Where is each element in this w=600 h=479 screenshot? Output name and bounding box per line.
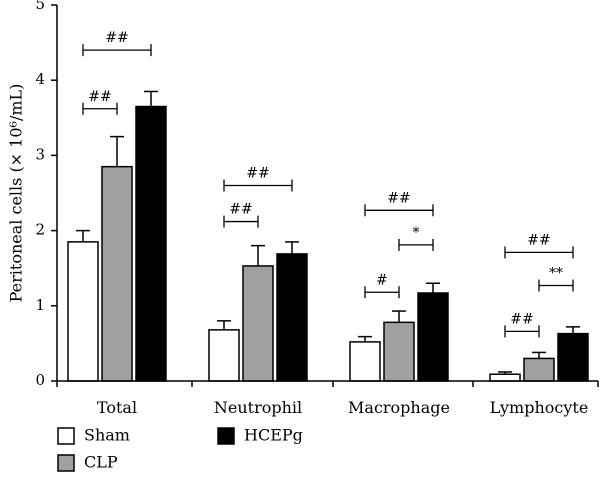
significance-label: ## <box>88 89 111 105</box>
bar <box>523 357 555 382</box>
y-tick-label: 0 <box>35 371 45 389</box>
significance-bracket: ## <box>504 232 574 259</box>
significance-bracket: ## <box>82 30 152 57</box>
significance-bracket: * <box>398 225 434 251</box>
significance-label: ## <box>229 202 252 218</box>
legend-item: Sham <box>57 426 130 445</box>
significance-label: # <box>376 272 388 288</box>
legend-item: HCEPg <box>217 426 303 445</box>
legend-swatch <box>217 427 235 445</box>
x-category-labels: Total Neutrophil Macrophage Lymphocyte <box>56 381 599 417</box>
legend-swatch <box>57 427 75 445</box>
legend-item: CLP <box>57 453 118 472</box>
significance-bracket: ## <box>223 202 259 228</box>
bar <box>135 105 167 382</box>
y-axis-title: Peritoneal cells (× 10⁶/mL) <box>7 84 26 303</box>
significance-label: ## <box>246 165 269 181</box>
bar <box>557 332 589 382</box>
x-category-label: Total <box>97 398 137 417</box>
y-tick-label: 4 <box>35 70 45 88</box>
legend: Sham CLP HCEPg <box>57 426 303 472</box>
x-category-label: Macrophage <box>348 398 450 417</box>
bar <box>276 253 308 382</box>
bar <box>349 341 381 382</box>
legend-label: Sham <box>84 426 130 445</box>
bar <box>383 321 415 382</box>
legend-label: CLP <box>84 453 118 472</box>
bar <box>101 165 133 382</box>
significance-bracket: ## <box>364 190 434 217</box>
significance-label: ## <box>387 190 410 206</box>
y-tick-label: 5 <box>35 0 45 13</box>
y-tick-label: 2 <box>35 221 45 239</box>
x-category-label: Lymphocyte <box>490 398 589 417</box>
y-ticks: 0 1 2 3 4 5 <box>35 0 57 389</box>
significance-bracket: ## <box>504 311 540 338</box>
bar <box>489 373 521 382</box>
significance-bracket: ** <box>538 265 574 292</box>
significance-label: ** <box>549 265 563 281</box>
legend-label: HCEPg <box>244 426 303 445</box>
bar-group <box>208 241 308 382</box>
bar <box>67 241 99 382</box>
significance-bracket: ## <box>223 165 293 192</box>
y-tick-label: 1 <box>35 296 45 314</box>
bar-group <box>489 326 589 382</box>
bar <box>242 265 274 382</box>
significance-label: ## <box>527 232 550 248</box>
bar-group <box>67 90 167 382</box>
x-category-label: Neutrophil <box>214 398 302 417</box>
significance-label: ## <box>510 311 533 327</box>
y-tick-label: 3 <box>35 145 45 163</box>
significance-label: ## <box>105 30 128 46</box>
bar <box>417 292 449 382</box>
significance-label: * <box>413 225 420 241</box>
significance-bracket: # <box>364 272 400 299</box>
significance-bracket: ## <box>82 89 118 115</box>
plot-area: #########*####**## <box>67 30 589 382</box>
legend-swatch <box>57 454 75 472</box>
bar <box>208 329 240 382</box>
